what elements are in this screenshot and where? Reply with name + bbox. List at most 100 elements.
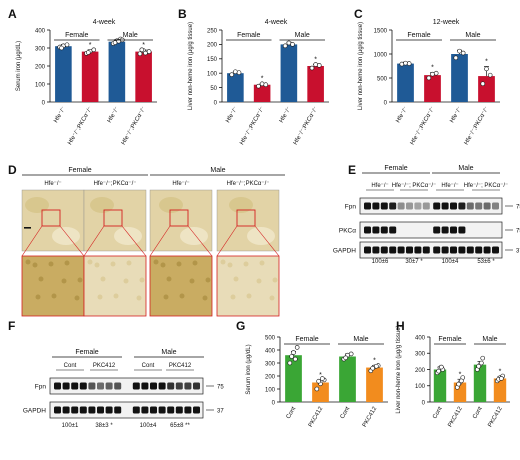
- blot-band: [406, 202, 413, 210]
- histology-texture: [180, 227, 208, 245]
- zoom-connector: [21, 225, 43, 257]
- lane-group-label: Cont: [142, 363, 155, 369]
- quantification-value: 65±8 **: [170, 423, 190, 429]
- data-point: [64, 42, 70, 48]
- scale-bar: [24, 227, 31, 229]
- blot-band: [475, 202, 483, 210]
- panel-label: C: [354, 7, 363, 21]
- histology-texture: [38, 276, 44, 282]
- histology-texture: [25, 197, 49, 213]
- zoom-connector: [254, 225, 280, 257]
- panel-h: H 0 100 200 300 400 Liver non-heme iron (μg/g …: [396, 319, 510, 428]
- group-header: Female: [295, 336, 318, 343]
- x-tick-label: Hfe⁻/⁻: [53, 106, 67, 124]
- blot-band: [62, 406, 70, 414]
- panel-label: A: [8, 7, 17, 21]
- histology-texture: [100, 276, 106, 282]
- histology-texture: [136, 295, 142, 301]
- blot-band: [458, 202, 466, 210]
- chart-title: 4-week: [265, 19, 288, 26]
- bar: [478, 76, 495, 102]
- data-point: [484, 66, 489, 72]
- x-tick-label: Hfe⁻/⁻: [449, 106, 463, 124]
- blot-band: [441, 226, 449, 234]
- blot-band: [483, 202, 491, 210]
- zoom-region-box: [236, 209, 256, 227]
- lane-group-label: Hfe⁻/⁻: [441, 183, 458, 189]
- significance-star: *: [142, 42, 145, 49]
- bar: [280, 44, 298, 102]
- group-header: Female: [75, 349, 98, 356]
- quantification-value: 30±7 *: [405, 259, 423, 265]
- histology-texture: [126, 260, 132, 266]
- panel-label: G: [236, 319, 245, 333]
- histology-texture: [259, 260, 265, 266]
- data-point: [287, 360, 293, 366]
- blot-band: [389, 226, 397, 234]
- data-point: [290, 42, 295, 47]
- histology-texture: [159, 197, 183, 213]
- data-point: [439, 364, 444, 370]
- bar: [253, 84, 271, 102]
- blot-band: [193, 382, 200, 390]
- blot-band: [54, 406, 61, 414]
- zoom-connector: [59, 225, 85, 257]
- blot-band: [71, 406, 79, 414]
- histology-column-label: Hfe⁻/⁻: [172, 181, 189, 187]
- quantification-value: 100±4: [140, 423, 157, 429]
- histology-texture: [220, 259, 226, 265]
- blot-band: [364, 202, 371, 210]
- y-tick-label: 150: [207, 57, 218, 63]
- quantification-value: 38±3 *: [95, 423, 113, 429]
- y-tick-label: 0: [272, 400, 276, 406]
- blot-band: [175, 382, 183, 390]
- data-point: [86, 50, 91, 55]
- y-tick-label: 200: [415, 368, 426, 374]
- blot-band: [466, 202, 474, 210]
- blot-band: [114, 382, 122, 390]
- data-point: [487, 72, 493, 78]
- histology-texture: [246, 293, 252, 299]
- y-tick-label: 500: [377, 76, 388, 82]
- histology-texture: [110, 261, 116, 267]
- blot-band: [105, 406, 113, 414]
- blot-band: [79, 406, 87, 414]
- panel-label: E: [348, 163, 356, 177]
- blot-band: [71, 382, 79, 390]
- blot-band: [372, 246, 380, 254]
- histology-texture: [233, 276, 239, 282]
- panel-f: F Female Male Cont PKC412 Cont PKC412 Fpn 75 GAPD…: [8, 319, 224, 429]
- bar: [285, 355, 302, 402]
- blot-band: [414, 246, 422, 254]
- blot-band: [54, 382, 61, 390]
- histology-texture: [114, 227, 142, 245]
- bar: [397, 63, 414, 102]
- blot-band: [132, 406, 140, 414]
- panel-e: E Female Male Hfe⁻/⁻ Hfe⁻/⁻; PKCα⁻/⁻ Hfe⁻/⁻ Hf…: [333, 163, 520, 265]
- blot-band: [450, 226, 457, 234]
- zoom-region-box: [169, 209, 189, 227]
- group-header: Male: [465, 32, 480, 39]
- quantification-value: 100±1: [62, 423, 79, 429]
- histology-texture: [61, 278, 67, 284]
- mw-marker-label: 37: [217, 409, 224, 415]
- group-header: Female: [438, 336, 461, 343]
- significance-star: *: [499, 368, 502, 375]
- blot-row-label: GAPDH: [333, 248, 356, 255]
- x-tick-label: Hfe⁻/⁻: [225, 106, 239, 124]
- blot-row-label: Fpn: [35, 384, 47, 391]
- x-tick-label: Hfe⁻/⁻;PKCα⁻/⁻: [464, 106, 491, 146]
- lane-group-label: PKC412: [93, 363, 116, 369]
- histology-texture: [64, 260, 70, 266]
- x-tick-label: Hfe⁻/⁻;PKCα⁻/⁻: [67, 106, 94, 146]
- x-tick-label: Hfe⁻/⁻: [395, 106, 409, 124]
- y-tick-label: 300: [265, 361, 276, 367]
- lane-group-label: Hfe⁻/⁻: [371, 183, 388, 189]
- blot-band: [450, 202, 457, 210]
- lane-group-label: Hfe⁻/⁻; PKCα⁻/⁻: [392, 183, 436, 189]
- blot-band: [114, 406, 122, 414]
- panel-a: A 4-week 0 100 200 300 400 Serum iron (μg/dL) Hf…: [8, 7, 157, 146]
- histology-texture: [243, 261, 249, 267]
- histology-texture: [269, 295, 275, 301]
